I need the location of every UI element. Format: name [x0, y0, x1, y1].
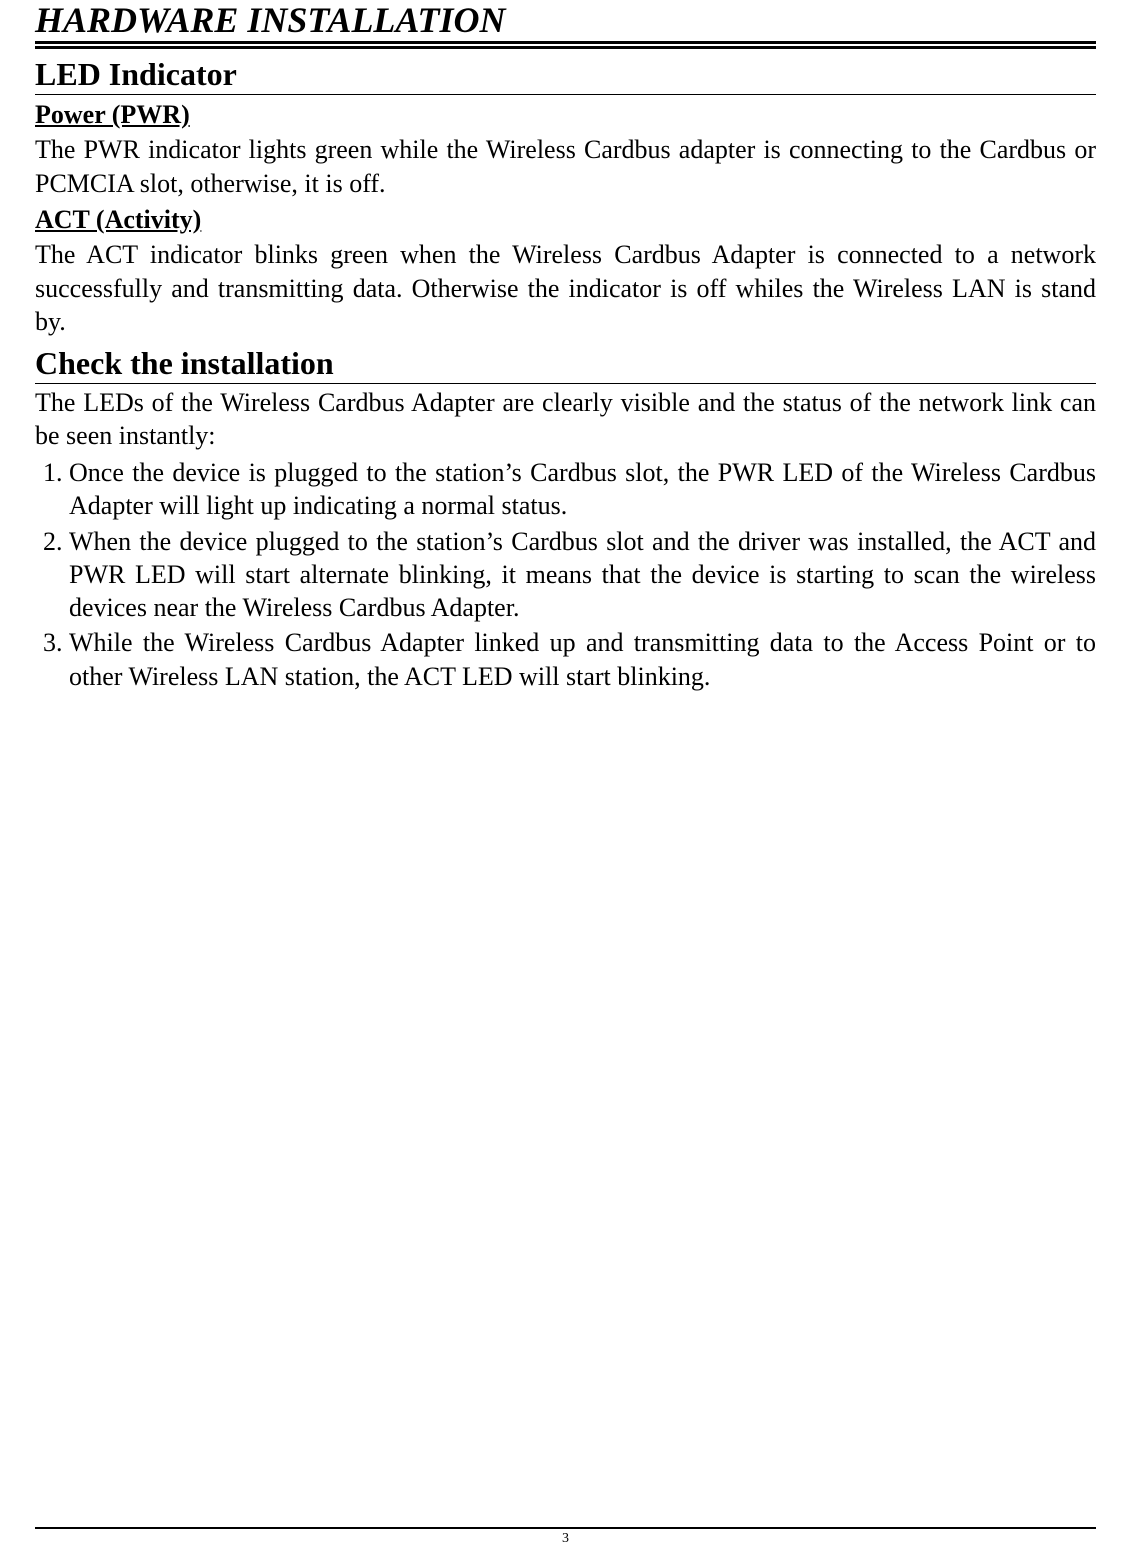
list-item: While the Wireless Cardbus Adapter linke…	[69, 626, 1096, 693]
pwr-body: The PWR indicator lights green while the…	[35, 133, 1096, 200]
page-number: 3	[562, 1531, 569, 1546]
chapter-rule	[35, 46, 1096, 49]
pwr-heading: Power (PWR)	[35, 99, 1096, 132]
check-intro: The LEDs of the Wireless Cardbus Adapter…	[35, 386, 1096, 453]
list-item: When the device plugged to the station’s…	[69, 525, 1096, 625]
section-led-title: LED Indicator	[35, 55, 1096, 94]
page-footer: 3	[35, 1527, 1096, 1547]
list-item: Once the device is plugged to the statio…	[69, 456, 1096, 523]
act-body: The ACT indicator blinks green when the …	[35, 238, 1096, 338]
section-check-title: Check the installation	[35, 344, 1096, 383]
act-heading: ACT (Activity)	[35, 204, 1096, 237]
chapter-title: HARDWARE INSTALLATION	[35, 0, 1096, 44]
check-list: Once the device is plugged to the statio…	[35, 456, 1096, 693]
page: HARDWARE INSTALLATION LED Indicator Powe…	[0, 0, 1131, 1557]
